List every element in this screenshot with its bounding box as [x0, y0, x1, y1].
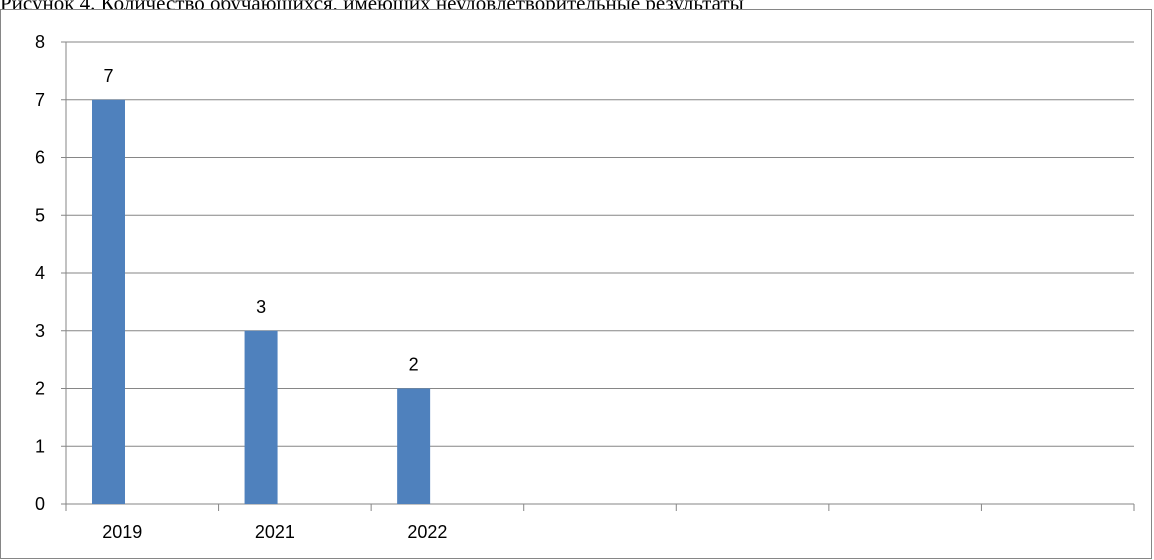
bar-chart: 0 1 2 3 4 5 6 7 8 7 2019 3 2021 2 2022: [35, 32, 1135, 542]
y-tick-label-3: 3: [35, 321, 45, 341]
data-label-2021: 3: [256, 297, 266, 317]
data-label-2022: 2: [409, 355, 419, 375]
bar-2021: [244, 330, 278, 504]
y-tick-label-7: 7: [35, 90, 45, 110]
x-tick-label-2021: 2021: [255, 522, 295, 542]
data-label-2019: 7: [103, 66, 113, 86]
bar-2019: [92, 99, 125, 504]
y-tick-label-5: 5: [35, 205, 45, 225]
bar-2022: [397, 388, 431, 504]
y-tick-label-1: 1: [35, 436, 45, 456]
chart-frame: 0 1 2 3 4 5 6 7 8 7 2019 3 2021 2 2022: [0, 9, 1152, 559]
y-tick-label-8: 8: [35, 32, 45, 52]
y-tick-label-2: 2: [35, 379, 45, 399]
x-tick-label-2022: 2022: [407, 522, 447, 542]
x-tick-label-2019: 2019: [102, 522, 142, 542]
y-tick-label-4: 4: [35, 263, 45, 283]
y-tick-label-6: 6: [35, 148, 45, 168]
y-tick-label-0: 0: [35, 494, 45, 514]
